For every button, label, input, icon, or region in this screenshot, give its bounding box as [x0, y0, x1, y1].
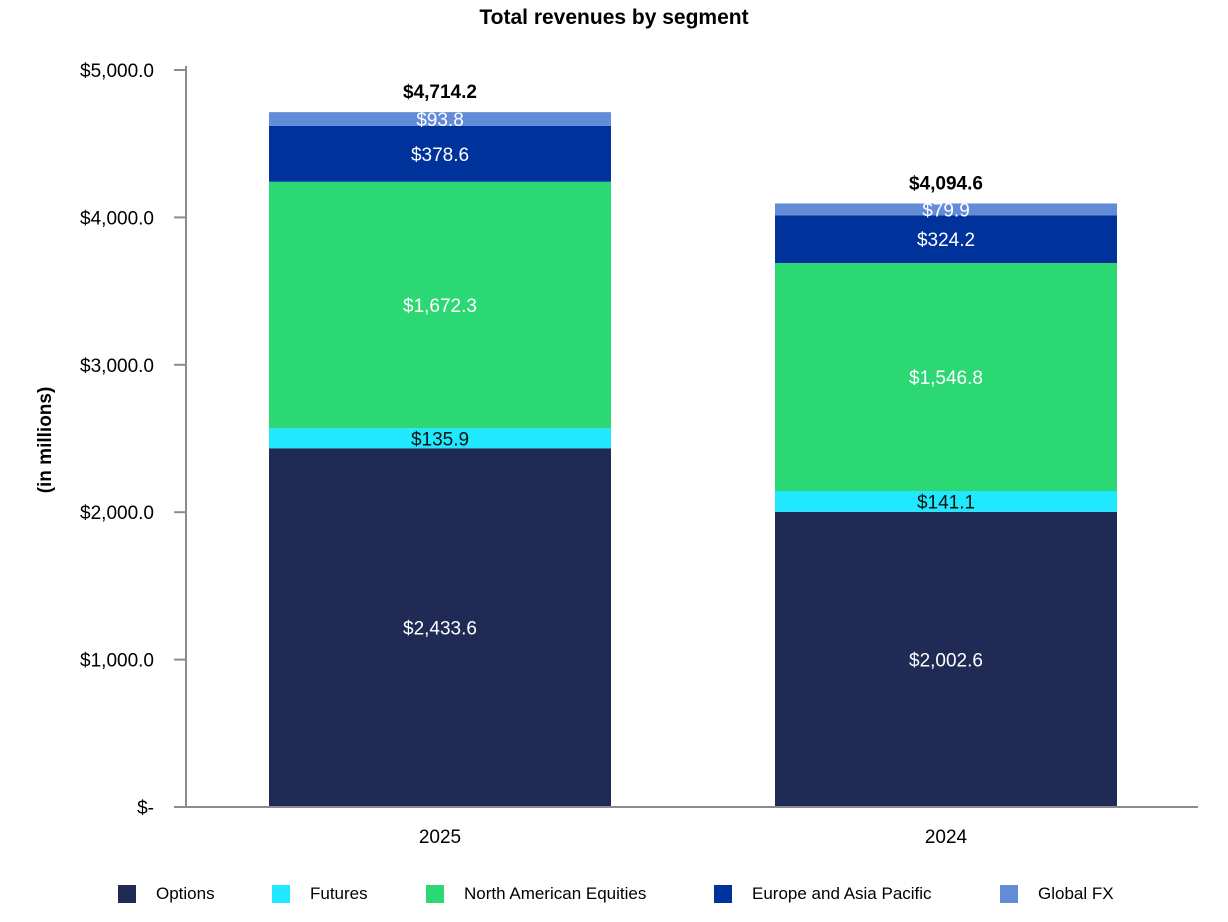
legend-label: North American Equities [464, 884, 647, 903]
data-label: $2,433.6 [403, 619, 477, 640]
data-label: $93.8 [416, 110, 464, 131]
data-label: $141.1 [917, 492, 975, 513]
legend-label: Global FX [1038, 884, 1114, 903]
legend-item: North American Equities [426, 884, 646, 904]
x-tick-label: 2025 [419, 827, 461, 848]
legend-item: Global FX [1000, 884, 1114, 904]
data-label: $135.9 [411, 429, 469, 450]
bar-segment [269, 181, 611, 429]
legend-item: Futures [272, 884, 368, 904]
bar-segment [269, 448, 611, 807]
bar-segment [269, 428, 611, 449]
x-tick-label: 2024 [925, 827, 968, 848]
bar-segment [269, 125, 611, 182]
total-label: $4,094.6 [909, 173, 983, 194]
y-tick-label: $- [137, 798, 154, 819]
y-tick-label: $1,000.0 [80, 651, 154, 672]
total-label: $4,714.2 [403, 82, 477, 103]
bar-segment [775, 511, 1117, 807]
legend-label: Futures [310, 884, 368, 903]
stacked-bar-chart: $- $1,000.0 $2,000.0 $3,000.0 $4,000.0 $5,000… [80, 61, 1198, 848]
data-label: $2,002.6 [909, 650, 983, 671]
legend-label: Options [156, 884, 215, 903]
legend-swatch [118, 885, 136, 903]
data-label: $79.9 [922, 200, 970, 221]
y-tick-label: $5,000.0 [80, 61, 154, 82]
y-tick-label: $4,000.0 [80, 208, 154, 229]
legend-swatch [426, 885, 444, 903]
legend-swatch [714, 885, 732, 903]
data-label: $324.2 [917, 230, 975, 251]
legend: Options Futures North American Equities Eur… [0, 884, 1228, 912]
legend-swatch [272, 885, 290, 903]
bar-segment [775, 215, 1117, 264]
bar-segment [775, 491, 1117, 512]
legend-item: Options [118, 884, 215, 904]
bar-segment [775, 263, 1117, 492]
data-label: $378.6 [411, 145, 469, 166]
bar-segment [269, 112, 611, 126]
y-tick-label: $3,000.0 [80, 356, 154, 377]
legend-label: Europe and Asia Pacific [752, 884, 932, 903]
legend-swatch [1000, 885, 1018, 903]
y-tick-label: $2,000.0 [80, 503, 154, 524]
chart-title: Total revenues by segment [479, 6, 749, 29]
bar-segment [775, 203, 1117, 216]
legend-item: Europe and Asia Pacific [714, 884, 932, 904]
data-label: $1,672.3 [403, 296, 477, 317]
data-label: $1,546.8 [909, 368, 983, 389]
